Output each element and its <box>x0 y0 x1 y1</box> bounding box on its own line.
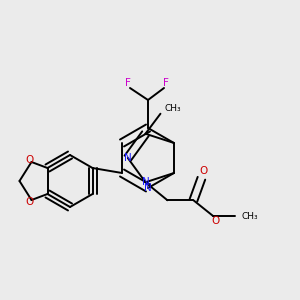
Text: O: O <box>26 197 34 207</box>
Text: O: O <box>26 155 34 165</box>
Text: N: N <box>124 153 132 163</box>
Text: N: N <box>144 183 152 193</box>
Text: F: F <box>125 78 131 88</box>
Text: N: N <box>142 177 149 187</box>
Text: CH₃: CH₃ <box>241 212 258 221</box>
Text: O: O <box>199 166 208 176</box>
Text: CH₃: CH₃ <box>164 104 181 113</box>
Text: F: F <box>163 78 169 88</box>
Text: O: O <box>211 216 220 226</box>
